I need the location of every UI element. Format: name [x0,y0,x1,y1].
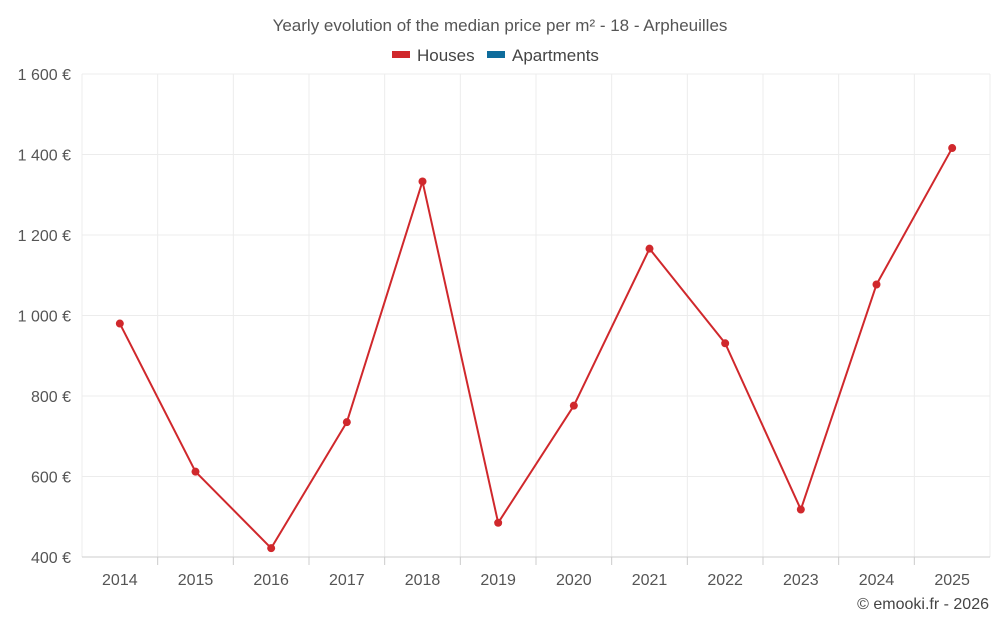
series-line-houses [118,147,954,550]
legend-swatch-apartments [487,51,505,58]
legend: Houses Apartments [392,46,599,65]
grid-layer [81,73,991,557]
x-tick-label: 2024 [859,572,895,589]
data-point-houses-2024[interactable] [872,280,881,289]
data-point-houses-2025[interactable] [948,144,957,153]
x-tick-label: 2021 [632,572,668,589]
legend-swatch-houses [392,51,410,58]
y-tick-label: 800 € [31,389,71,406]
data-point-houses-2015[interactable] [191,467,200,476]
x-tick-label: 2018 [405,572,441,589]
data-point-houses-2021[interactable] [645,244,654,253]
x-tick-label: 2014 [102,572,138,589]
data-point-houses-2020[interactable] [569,401,578,410]
x-tick-label: 2025 [934,572,970,589]
series-layer [115,144,957,553]
x-tick-label: 2023 [783,572,819,589]
data-point-houses-2014[interactable] [115,319,124,328]
data-point-houses-2017[interactable] [342,418,351,427]
legend-item-apartments[interactable]: Apartments [487,46,599,65]
x-tick-label: 2017 [329,572,365,589]
data-point-houses-2016[interactable] [267,544,276,553]
y-tick-label: 600 € [31,470,71,487]
data-point-houses-2023[interactable] [796,505,805,514]
y-tick-label: 1 600 € [18,67,71,84]
legend-item-houses[interactable]: Houses [392,46,475,65]
x-tick-label: 2019 [480,572,516,589]
chart-title: Yearly evolution of the median price per… [273,16,728,35]
data-point-houses-2019[interactable] [494,518,503,527]
y-tick-label: 400 € [31,550,71,567]
y-tick-label: 1 000 € [18,309,71,326]
x-tick-label: 2015 [178,572,214,589]
data-point-houses-2018[interactable] [418,177,427,186]
y-tick-label: 1 400 € [18,148,71,165]
x-tick-label: 2016 [253,572,289,589]
legend-label-apartments: Apartments [512,46,599,65]
legend-label-houses: Houses [417,46,475,65]
x-tick-label: 2022 [707,572,743,589]
credit-text: © emooki.fr - 2026 [857,596,989,613]
y-tick-label: 1 200 € [18,228,71,245]
y-axis-ticks: 400 € 600 € 800 € 1 000 € 1 200 € 1 400 € 1 60… [18,67,71,567]
x-axis-ticks: 2014 2015 2016 2017 2018 2019 2020 2021 2022 2023… [102,557,970,589]
x-tick-label: 2020 [556,572,592,589]
data-point-houses-2022[interactable] [721,339,730,348]
